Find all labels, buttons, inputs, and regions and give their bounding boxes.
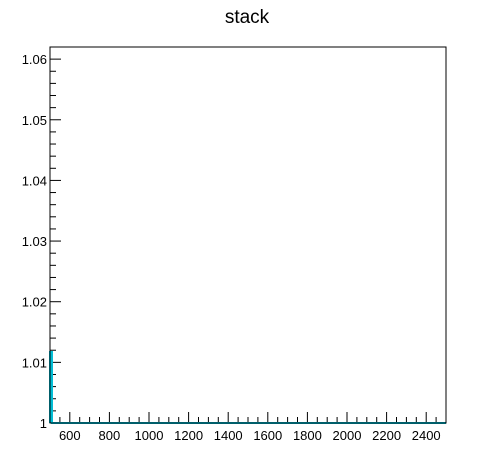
y-tick-label: 1.02 [22,295,47,310]
plot-frame [49,46,447,424]
y-tick-label: 1.04 [22,173,47,188]
y-tick-label: 1 [40,416,47,431]
y-tick-label: 1.06 [22,52,47,67]
x-tick-label: 800 [99,428,121,443]
x-tick-label: 2000 [333,428,362,443]
x-tick-label: 1400 [214,428,243,443]
x-tick-label: 1600 [253,428,282,443]
x-tick-label: 600 [59,428,81,443]
x-tick-label: 1200 [174,428,203,443]
x-axis: 600 800 1000 1200 1400 1600 1800 2000 2200 2400 [49,412,447,443]
x-tick-label: 2200 [372,428,401,443]
y-tick-label: 1.05 [22,113,47,128]
chart-title: stack [225,7,270,28]
x-tick-label: 2400 [412,428,441,443]
x-tick-label: 1000 [135,428,164,443]
y-axis: 1 1.01 1.02 1.03 1.04 1.05 1.06 [22,46,61,431]
x-tick-label: 1800 [293,428,322,443]
y-tick-label: 1.03 [22,234,47,249]
y-tick-label: 1.01 [22,355,47,370]
